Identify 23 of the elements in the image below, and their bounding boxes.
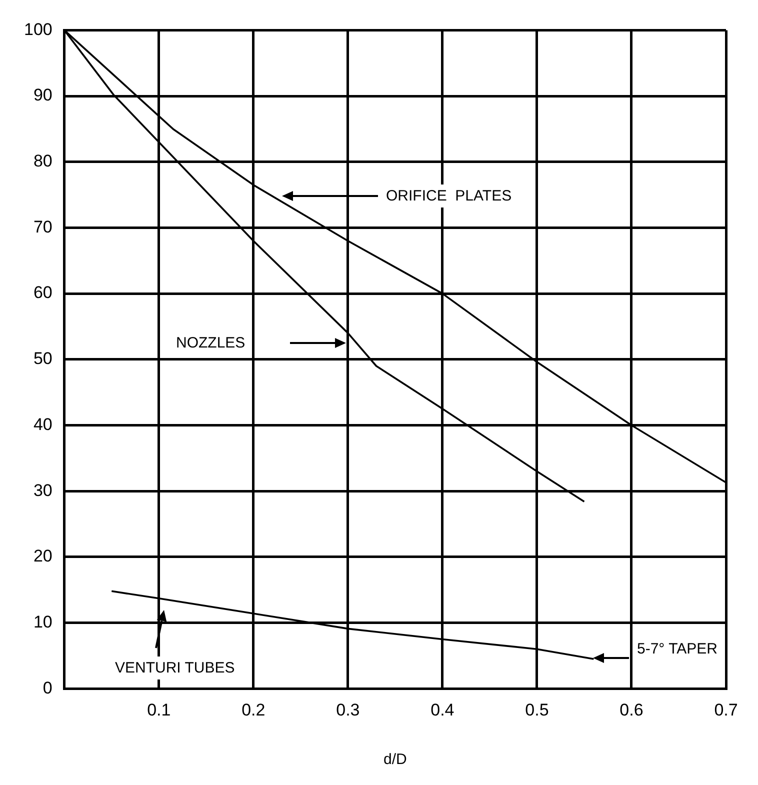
annotation: VENTURI TUBES xyxy=(111,656,239,680)
x-tick-label: 0.1 xyxy=(147,700,171,720)
y-tick-label: 40 xyxy=(33,414,52,434)
x-tick-label: 0.6 xyxy=(620,700,644,720)
y-tick-label: 60 xyxy=(33,283,52,302)
x-tick-label: 0.4 xyxy=(430,700,454,720)
y-tick-label: 50 xyxy=(33,349,52,368)
y-tick-label: 100 xyxy=(24,20,52,39)
x-tick-label: 0.3 xyxy=(336,700,360,720)
annotation: 5-7° TAPER xyxy=(633,638,722,660)
x-axis-title: d/D xyxy=(384,751,408,768)
y-tick-label: 90 xyxy=(33,86,52,105)
annotation: ORIFICE PLATES xyxy=(382,184,516,208)
y-tick-label: 70 xyxy=(33,217,52,236)
x-tick-label: 0.2 xyxy=(242,700,266,720)
y-tick-label: 0 xyxy=(42,678,52,698)
x-tick-label: 0.5 xyxy=(525,700,549,720)
y-tick-label: 80 xyxy=(33,152,52,171)
annotation: NOZZLES xyxy=(172,332,250,354)
y-tick-label: 30 xyxy=(33,480,52,500)
x-tick-label: 0.7 xyxy=(714,700,738,720)
y-tick-label: 10 xyxy=(33,612,52,632)
y-tick-label: 20 xyxy=(33,546,52,566)
